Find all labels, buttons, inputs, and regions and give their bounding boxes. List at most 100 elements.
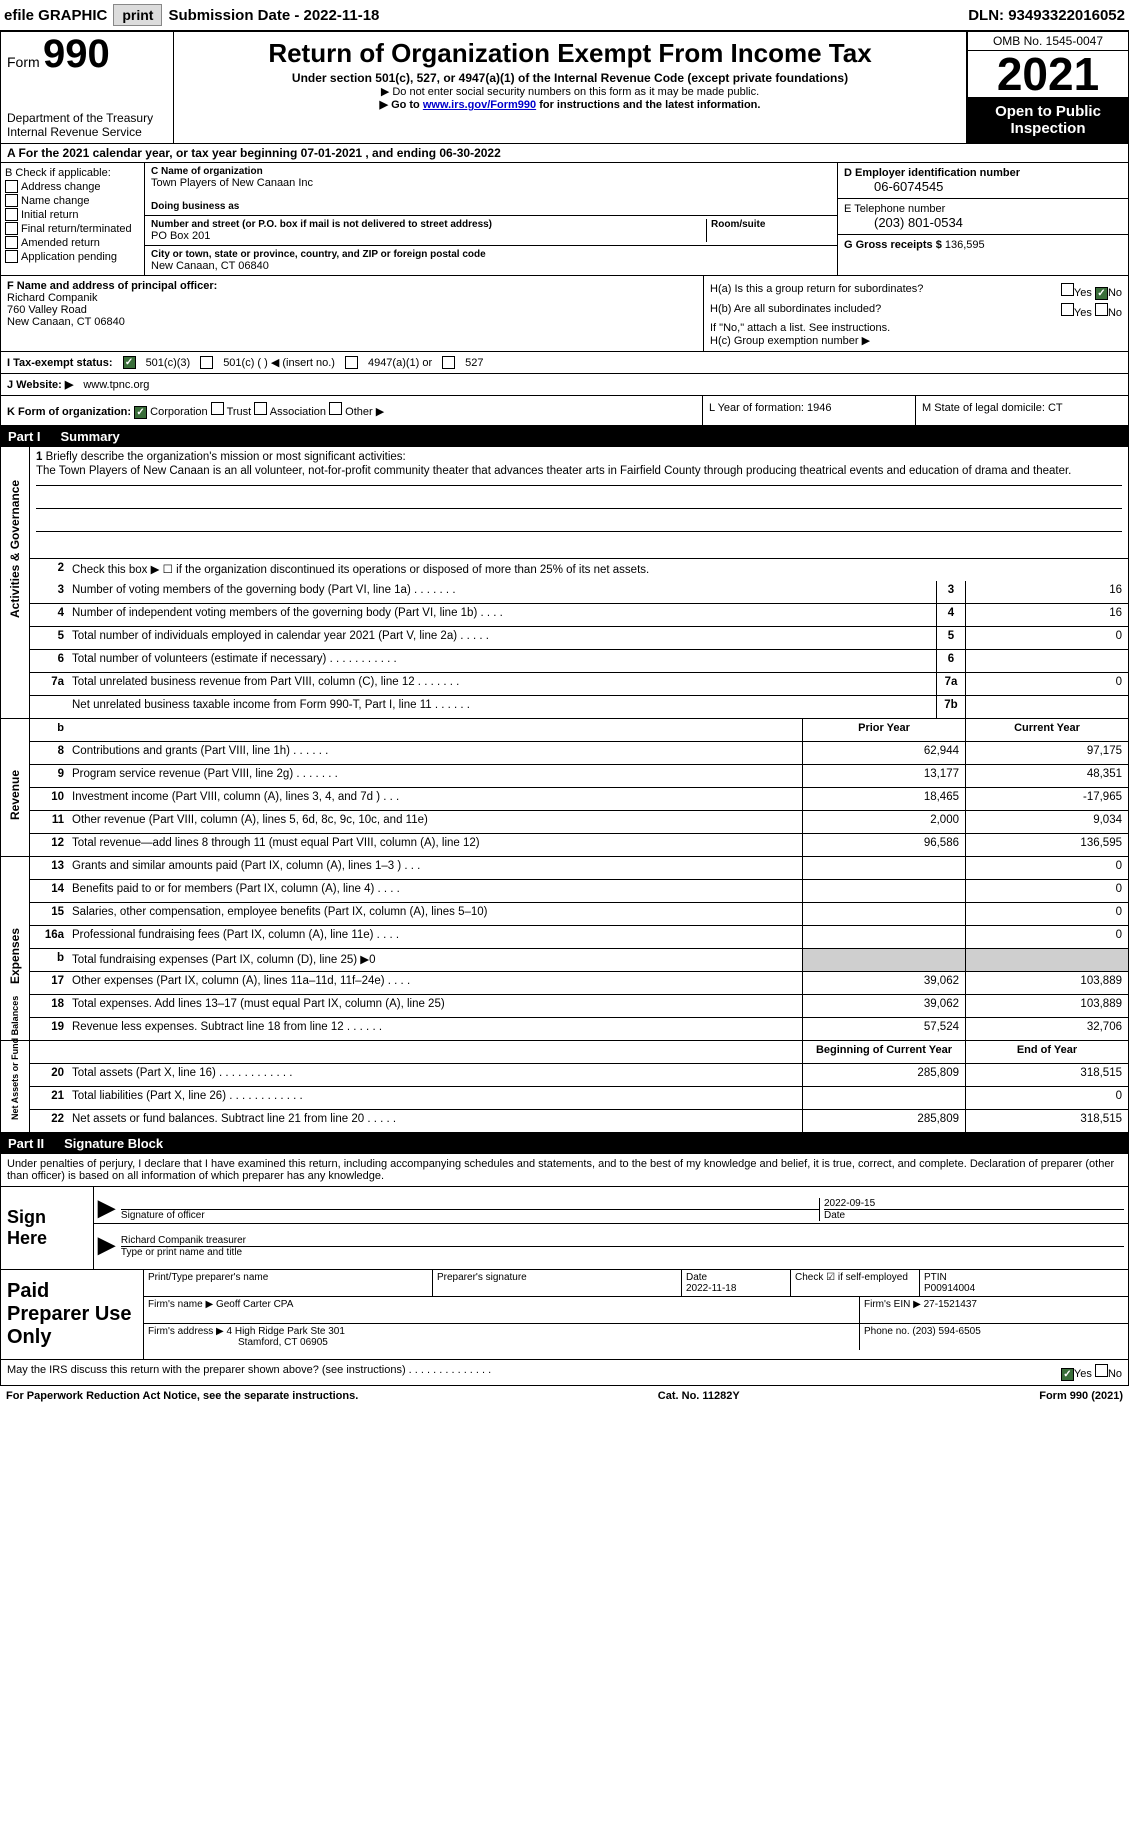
sign-date: 2022-09-15 <box>824 1198 1124 1210</box>
summary-row: 18Total expenses. Add lines 13–17 (must … <box>30 995 1128 1018</box>
hb-note: If "No," attach a list. See instructions… <box>710 322 1122 334</box>
prep-date-label: Date <box>686 1272 707 1283</box>
street-label: Number and street (or P.O. box if mail i… <box>151 219 706 230</box>
chk-app-pending[interactable] <box>5 250 18 263</box>
phone-label: E Telephone number <box>844 203 1122 215</box>
sign-here-label: Sign Here <box>1 1187 94 1269</box>
gross-label: G Gross receipts $ <box>844 239 942 251</box>
firm-addr-label: Firm's address ▶ <box>148 1326 224 1337</box>
summary-row: 19Revenue less expenses. Subtract line 1… <box>30 1018 1128 1040</box>
summary-row: bTotal fundraising expenses (Part IX, co… <box>30 949 1128 972</box>
section-revenue: Revenue b Prior Year Current Year 8Contr… <box>0 719 1129 857</box>
row-klm: K Form of organization: ✓ Corporation Tr… <box>0 396 1129 426</box>
vtab-netassets: Net Assets or Fund Balances <box>10 1064 20 1120</box>
row-fh: F Name and address of principal officer:… <box>0 276 1129 352</box>
chk-amended[interactable] <box>5 236 18 249</box>
summary-row: 9Program service revenue (Part VIII, lin… <box>30 765 1128 788</box>
chk-final-return[interactable] <box>5 222 18 235</box>
firm-addr2: Stamford, CT 06905 <box>148 1337 328 1348</box>
summary-row: 15Salaries, other compensation, employee… <box>30 903 1128 926</box>
column-c: C Name of organization Town Players of N… <box>145 163 838 275</box>
k-label: K Form of organization: <box>7 406 131 418</box>
col-b-label: B Check if applicable: <box>5 167 140 179</box>
chk-assoc[interactable] <box>254 402 267 415</box>
paid-preparer-block: Paid Preparer Use Only Print/Type prepar… <box>0 1270 1129 1360</box>
summary-row: 4Number of independent voting members of… <box>30 604 1128 627</box>
hb-yes[interactable] <box>1061 303 1074 316</box>
sign-here-block: Sign Here ▶ Signature of officer 2022-09… <box>0 1187 1129 1270</box>
discuss-row: May the IRS discuss this return with the… <box>0 1360 1129 1386</box>
summary-row: Net unrelated business taxable income fr… <box>30 696 1128 718</box>
section-activities: Activities & Governance 1 Briefly descri… <box>0 447 1129 719</box>
column-h: H(a) Is this a group return for subordin… <box>704 276 1128 351</box>
i-label: I Tax-exempt status: <box>7 357 113 369</box>
goto-line: ▶ Go to www.irs.gov/Form990 for instruct… <box>178 98 962 111</box>
chk-corp[interactable]: ✓ <box>134 406 147 419</box>
declaration: Under penalties of perjury, I declare th… <box>0 1154 1129 1187</box>
discuss-no[interactable] <box>1095 1364 1108 1377</box>
hb-no[interactable] <box>1095 303 1108 316</box>
efile-label: efile GRAPHIC <box>4 7 107 24</box>
firm-name-label: Firm's name ▶ <box>148 1299 213 1310</box>
summary-row: 3Number of voting members of the governi… <box>30 581 1128 604</box>
ptin-label: PTIN <box>924 1272 947 1283</box>
j-label: J Website: ▶ <box>7 379 73 391</box>
firm-name: Geoff Carter CPA <box>216 1299 293 1310</box>
officer-name: Richard Companik treasurer <box>121 1235 1124 1247</box>
prep-sig-label: Preparer's signature <box>433 1270 682 1296</box>
print-button[interactable]: print <box>113 4 162 26</box>
row-a-tax-year: A For the 2021 calendar year, or tax yea… <box>0 144 1129 163</box>
paperwork-notice: For Paperwork Reduction Act Notice, see … <box>6 1390 358 1402</box>
form-header: Form 990 Department of the Treasury Inte… <box>0 31 1129 144</box>
mission-text: The Town Players of New Canaan is an all… <box>36 463 1122 486</box>
chk-527[interactable] <box>442 356 455 369</box>
part1-header: Part I Summary <box>0 426 1129 447</box>
chk-initial-return[interactable] <box>5 208 18 221</box>
hdr-current: Current Year <box>965 719 1128 741</box>
summary-row: 6Total number of volunteers (estimate if… <box>30 650 1128 673</box>
ein-value: 06-6074545 <box>844 179 1122 194</box>
street-value: PO Box 201 <box>151 230 706 242</box>
org-name-label: C Name of organization <box>151 166 831 177</box>
chk-501c3[interactable]: ✓ <box>123 356 136 369</box>
ha-label: H(a) Is this a group return for subordin… <box>710 283 923 300</box>
chk-trust[interactable] <box>211 402 224 415</box>
officer-name-label: Type or print name and title <box>121 1247 1124 1258</box>
firm-addr1: 4 High Ridge Park Ste 301 <box>227 1326 345 1337</box>
discuss-text: May the IRS discuss this return with the… <box>7 1364 491 1381</box>
summary-row: 21Total liabilities (Part X, line 26) . … <box>30 1087 1128 1110</box>
cat-no: Cat. No. 11282Y <box>658 1390 740 1402</box>
discuss-yes[interactable]: ✓ <box>1061 1368 1074 1381</box>
arrow-icon: ▶ <box>98 1232 121 1258</box>
city-value: New Canaan, CT 06840 <box>151 260 831 272</box>
city-label: City or town, state or province, country… <box>151 249 831 260</box>
summary-row: 10Investment income (Part VIII, column (… <box>30 788 1128 811</box>
firm-phone: (203) 594-6505 <box>912 1326 980 1337</box>
hdr-begin: Beginning of Current Year <box>802 1041 965 1063</box>
chk-name-change[interactable] <box>5 194 18 207</box>
main-title: Return of Organization Exempt From Incom… <box>178 38 962 69</box>
part2-num: Part II <box>8 1136 44 1151</box>
form-number: 990 <box>43 32 110 76</box>
row-i: I Tax-exempt status: ✓501(c)(3) 501(c) (… <box>0 352 1129 374</box>
chk-4947[interactable] <box>345 356 358 369</box>
column-b: B Check if applicable: Address change Na… <box>1 163 145 275</box>
open-public: Open to Public Inspection <box>968 97 1128 143</box>
summary-row: 5Total number of individuals employed in… <box>30 627 1128 650</box>
chk-other[interactable] <box>329 402 342 415</box>
mission-label: Briefly describe the organization's miss… <box>46 451 406 463</box>
dba-label: Doing business as <box>151 201 831 212</box>
irs-link[interactable]: www.irs.gov/Form990 <box>423 99 536 111</box>
chk-address-change[interactable] <box>5 180 18 193</box>
ha-yes[interactable] <box>1061 283 1074 296</box>
ssn-line: ▶ Do not enter social security numbers o… <box>178 85 962 98</box>
summary-row: 16aProfessional fundraising fees (Part I… <box>30 926 1128 949</box>
vtab-activities: Activities & Governance <box>8 562 22 618</box>
phone-value: (203) 801-0534 <box>844 215 1122 230</box>
firm-phone-label: Phone no. <box>864 1326 910 1337</box>
hb-label: H(b) Are all subordinates included? <box>710 303 881 319</box>
ha-no[interactable]: ✓ <box>1095 287 1108 300</box>
chk-501c[interactable] <box>200 356 213 369</box>
j-website: www.tpnc.org <box>83 379 149 391</box>
summary-row: 22Net assets or fund balances. Subtract … <box>30 1110 1128 1132</box>
